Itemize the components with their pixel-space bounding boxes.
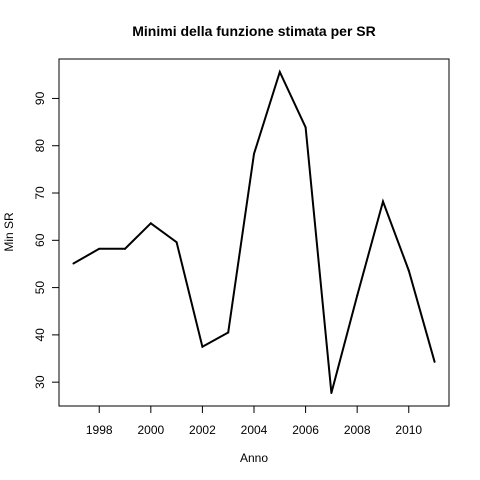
series-line: [72, 69, 436, 394]
y-tick-label: 80: [33, 139, 47, 153]
data-point: [227, 331, 230, 334]
x-axis-label: Anno: [240, 451, 268, 465]
data-point: [124, 247, 127, 250]
plot-frame: [58, 58, 450, 407]
data-point: [407, 269, 410, 272]
y-axis: 30 40 50 60 70 80 90: [33, 91, 60, 389]
y-tick-label: 30: [33, 375, 47, 389]
y-tick-label: 40: [33, 328, 47, 342]
x-tick-label: 2010: [395, 423, 422, 437]
data-point: [330, 392, 333, 395]
y-tick-label: 90: [33, 91, 47, 105]
data-point: [149, 222, 152, 225]
data-point: [98, 247, 101, 250]
x-tick-label: 2004: [241, 423, 268, 437]
y-axis-label: Min SR: [2, 212, 16, 252]
data-point: [253, 152, 255, 155]
data-point: [381, 200, 384, 203]
x-tick-label: 2008: [344, 423, 371, 437]
data-point: [278, 70, 281, 73]
y-tick-label: 50: [33, 281, 47, 295]
x-tick-label: 2002: [189, 423, 216, 437]
x-tick-label: 1998: [86, 423, 113, 437]
x-tick-label: 2000: [137, 423, 164, 437]
x-tick-label: 2006: [292, 423, 319, 437]
data-point: [356, 294, 359, 297]
data-point: [201, 345, 204, 348]
data-point: [304, 126, 307, 129]
chart-title: Minimi della funzione stimata per SR: [132, 23, 375, 39]
data-point: [72, 262, 75, 265]
data-point: [175, 241, 178, 244]
x-axis: 1998 2000 2002 2004 2006 2008 2010: [86, 405, 422, 437]
data-point: [433, 360, 436, 363]
y-tick-label: 60: [33, 233, 47, 247]
y-tick-label: 70: [33, 186, 47, 200]
series-layer: [72, 69, 436, 395]
